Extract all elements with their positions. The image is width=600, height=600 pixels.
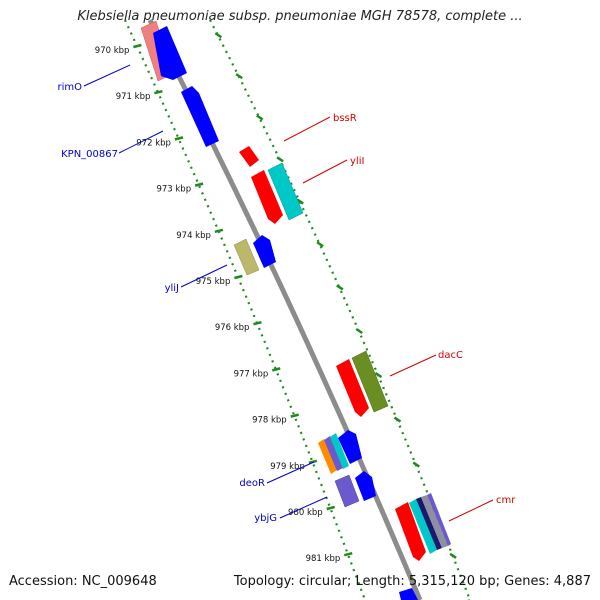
- gene-forward-red-2[interactable]: [336, 359, 369, 417]
- leader-ybjG: [279, 496, 328, 519]
- gene-label-deoR[interactable]: deoR: [239, 478, 265, 489]
- gene-yliJ[interactable]: [233, 238, 260, 276]
- gene-label-dacC[interactable]: dacC: [438, 350, 463, 361]
- leader-yliI: [302, 159, 348, 184]
- kbp-tick-label: 972 kbp: [136, 138, 171, 148]
- gene-dacC[interactable]: [351, 350, 389, 413]
- gene-label-ybjG[interactable]: ybjG: [254, 513, 277, 524]
- leader-rimO: [83, 64, 131, 87]
- track-guides: [124, 19, 472, 600]
- kbp-tick-mark: [308, 459, 318, 465]
- leader-yliJ: [180, 264, 228, 288]
- gene-label-yliJ[interactable]: yliJ: [165, 283, 179, 294]
- kbp-tick-label: 981 kbp: [306, 554, 341, 564]
- leader-KPN_00867: [118, 130, 164, 154]
- kbp-tick-label: 979 kbp: [270, 462, 305, 472]
- kbp-tick-label: 980 kbp: [288, 508, 323, 518]
- outer-tick-mark: [412, 461, 420, 468]
- gene-reverse-blue-2[interactable]: [338, 430, 362, 464]
- kbp-tick-mark: [290, 413, 300, 418]
- gene-bssR[interactable]: [239, 146, 259, 167]
- gene-deoR[interactable]: [318, 439, 337, 474]
- gene-rimO[interactable]: [153, 26, 187, 80]
- kbp-tick-label: 977 kbp: [234, 369, 269, 379]
- gene-reverse-blue-1[interactable]: [253, 235, 276, 268]
- gene-ybjG[interactable]: [334, 474, 360, 508]
- topology-info-text: Topology: circular; Length: 5,315,120 bp…: [233, 574, 591, 589]
- kbp-tick-label: 978 kbp: [252, 416, 287, 426]
- kbp-tick-mark: [194, 182, 204, 187]
- leader-dacC: [389, 354, 437, 377]
- kbp-ticks: 970 kbp 971 kbp 972 kbp 973 kbp 974 kbp 975 k…: [95, 32, 471, 600]
- kbp-tick-label: 976 kbp: [215, 323, 250, 333]
- gene-label-bssR[interactable]: bssR: [333, 113, 357, 124]
- accession-text: Accession: NC_009648: [9, 574, 157, 589]
- kbp-tick-label: 970 kbp: [95, 46, 130, 56]
- leader-bssR: [283, 116, 331, 142]
- kbp-tick-label: 971 kbp: [116, 92, 151, 102]
- kbp-tick-label: 975 kbp: [196, 277, 231, 287]
- inner-track-guide: [124, 19, 367, 600]
- outer-tick-mark: [449, 552, 457, 559]
- gene-cmr-navy[interactable]: [416, 497, 442, 550]
- gene-cmr[interactable]: [421, 495, 448, 548]
- gene-forward-red-1[interactable]: [251, 170, 283, 224]
- kbp-tick-mark: [253, 320, 262, 326]
- gene-label-cmr[interactable]: cmr: [496, 495, 516, 506]
- kbp-tick-mark: [133, 43, 142, 49]
- outer-tick-mark: [256, 114, 264, 121]
- gene-reverse-blue-3[interactable]: [355, 471, 376, 501]
- kbp-tick-mark: [154, 89, 163, 95]
- gene-deoR-purple[interactable]: [324, 436, 343, 471]
- map-title: Klebsiella pneumoniae subsp. pneumoniae …: [77, 9, 523, 24]
- gene-label-rimO[interactable]: rimO: [57, 82, 82, 93]
- kbp-tick-mark: [271, 367, 281, 372]
- gene-features: [140, 20, 451, 600]
- outer-tick-mark: [316, 241, 324, 248]
- kbp-tick-mark: [234, 274, 243, 280]
- outer-tick-mark: [336, 284, 344, 291]
- outer-tick-mark: [235, 73, 243, 80]
- gene-label-yliI[interactable]: yliI: [350, 156, 364, 167]
- gene-yliI[interactable]: [267, 162, 304, 221]
- kbp-tick-label: 973 kbp: [156, 185, 191, 195]
- gene-deoR-cyan[interactable]: [330, 433, 349, 469]
- outer-tick-mark: [214, 32, 223, 39]
- kbp-tick-mark: [174, 136, 184, 141]
- gene-label-KPN_00867[interactable]: KPN_00867: [61, 149, 118, 160]
- gene-KPN_00867[interactable]: [181, 86, 219, 147]
- gene-cmr-purple[interactable]: [427, 493, 451, 546]
- outer-tick-mark: [393, 416, 402, 423]
- outer-tick-mark: [355, 327, 363, 335]
- kbp-tick-label: 974 kbp: [176, 231, 211, 241]
- outer-tick-mark: [374, 372, 383, 379]
- kbp-tick-mark: [326, 505, 335, 511]
- gene-forward-red-3[interactable]: [395, 502, 426, 561]
- outer-tick-mark: [276, 156, 284, 163]
- leader-deoR: [266, 461, 315, 484]
- outer-tick-mark: [296, 198, 304, 205]
- gene-labels: bssR yliI dacC cmr rimO KPN_00867 yliJ d…: [57, 64, 516, 524]
- kbp-tick-mark: [214, 228, 224, 234]
- kbp-tick-mark: [343, 551, 353, 557]
- gene-reverse-blue-4[interactable]: [399, 588, 418, 600]
- leader-cmr: [448, 499, 494, 522]
- gene-cmr-cyan[interactable]: [409, 499, 437, 554]
